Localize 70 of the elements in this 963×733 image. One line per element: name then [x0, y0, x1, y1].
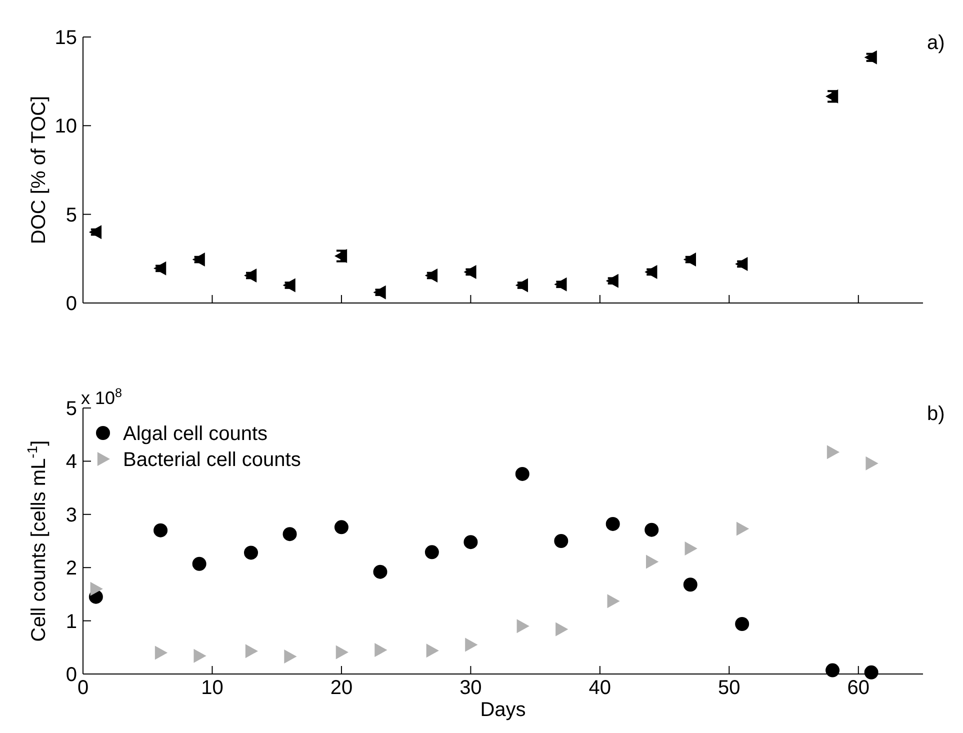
point — [374, 643, 388, 658]
point — [154, 261, 166, 276]
y-tick-label: 15 — [54, 27, 77, 49]
point — [606, 516, 620, 531]
y-tick-label: 1 — [66, 610, 77, 633]
point — [426, 644, 439, 658]
point — [284, 649, 297, 664]
y-tick-label: 5 — [66, 398, 77, 420]
point — [684, 541, 698, 556]
point — [334, 520, 348, 534]
point — [244, 268, 257, 283]
y-tick-label: 10 — [54, 116, 77, 138]
point — [192, 556, 206, 571]
point — [736, 522, 750, 536]
x-tick-label: 40 — [588, 677, 612, 699]
point — [464, 535, 478, 550]
x-tick-label: 30 — [460, 677, 482, 699]
x-tick-label: 10 — [201, 677, 224, 699]
point — [864, 50, 877, 64]
point — [644, 522, 659, 537]
point — [88, 225, 102, 240]
point — [683, 252, 696, 267]
point — [194, 648, 206, 663]
point — [245, 644, 258, 658]
point — [515, 278, 528, 292]
point — [336, 645, 348, 660]
point — [607, 594, 620, 608]
point — [735, 617, 750, 631]
point — [464, 264, 476, 279]
text: b) — [927, 403, 945, 425]
text: a) — [927, 32, 945, 54]
x-tick-label: 50 — [718, 677, 740, 699]
point — [373, 285, 386, 300]
point — [192, 252, 205, 267]
x-axis-title: Days — [480, 699, 526, 721]
point — [646, 554, 659, 569]
y-tick-label: 5 — [66, 204, 77, 226]
point — [556, 622, 568, 636]
point — [826, 445, 840, 460]
point — [90, 582, 103, 596]
x-tick-label: 20 — [330, 677, 353, 699]
point — [864, 665, 878, 680]
point — [282, 527, 297, 542]
x-tick-label: 60 — [847, 677, 870, 699]
point — [244, 546, 258, 560]
y-tick-label: 0 — [66, 293, 77, 315]
point — [606, 274, 618, 288]
point — [554, 534, 568, 548]
point — [554, 277, 567, 292]
point — [644, 264, 658, 279]
point — [465, 638, 478, 652]
y-tick-label: 3 — [66, 504, 77, 526]
point — [424, 545, 439, 560]
point — [515, 466, 530, 481]
point — [735, 256, 748, 271]
point — [154, 646, 168, 660]
y-axis-title: DOC [% of TOC] — [28, 96, 50, 244]
y-tick-label: 2 — [66, 558, 77, 580]
point — [516, 619, 530, 634]
point — [282, 278, 296, 292]
point — [154, 523, 168, 538]
point — [826, 663, 840, 678]
legend-label: Algal cell counts — [123, 423, 268, 445]
annotation: x 10$^{8}$ — [81, 386, 122, 408]
point — [424, 268, 438, 283]
point — [683, 578, 698, 592]
legend-label: Bacterial cell counts — [123, 449, 301, 471]
y-tick-label: 4 — [66, 451, 77, 474]
point — [373, 564, 388, 579]
point — [866, 456, 878, 470]
